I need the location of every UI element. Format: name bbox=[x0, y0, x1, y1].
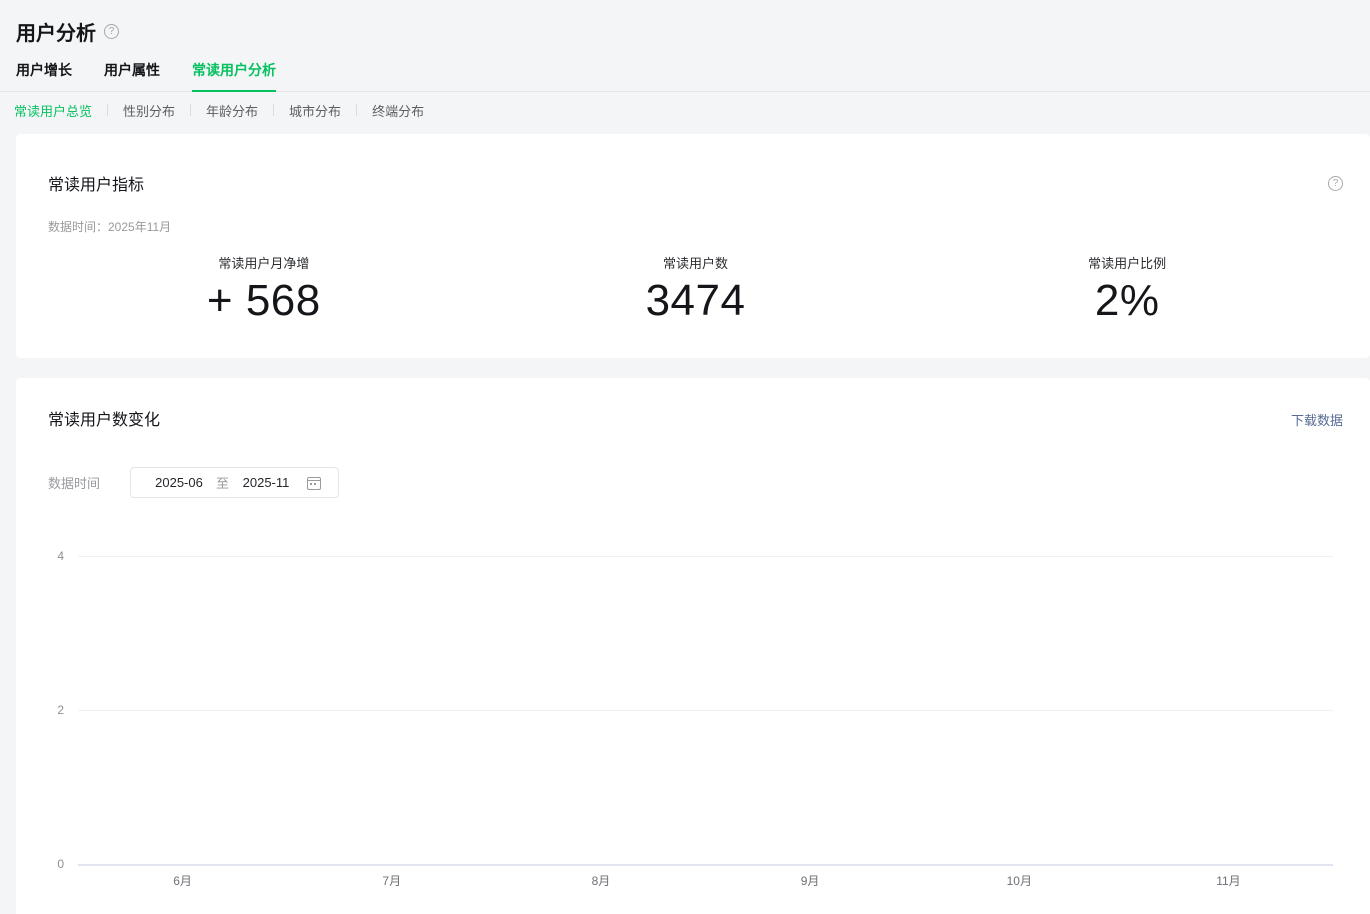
tab-user-growth[interactable]: 用户增长 bbox=[16, 62, 72, 78]
metrics-card-header: 常读用户指标 ? bbox=[48, 176, 1343, 196]
x-axis-label: 11月 bbox=[1216, 874, 1241, 888]
sub-tabs: 常读用户总览 性别分布 年龄分布 城市分布 终端分布 bbox=[14, 101, 1370, 119]
subtab-divider bbox=[107, 104, 109, 116]
metric-value: 2% bbox=[1094, 276, 1160, 325]
subtab-age-distribution[interactable]: 年龄分布 bbox=[206, 103, 259, 119]
date-start-input[interactable] bbox=[147, 475, 210, 490]
y-axis-tick: 4 bbox=[57, 549, 64, 563]
metric-monthly-net-increase: 常读用户月净增 + 568 bbox=[48, 253, 480, 326]
metric-label: 常读用户月净增 bbox=[218, 256, 310, 271]
y-axis-tick: 2 bbox=[57, 703, 64, 717]
regular-reader-metrics-card: 常读用户指标 ? 数据时间：2025年11月 常读用户月净增 + 568 常读用… bbox=[16, 134, 1370, 358]
date-filter-label: 数据时间 bbox=[48, 476, 101, 491]
subtab-divider bbox=[356, 104, 358, 116]
metric-value: + 568 bbox=[206, 276, 321, 325]
main-tabs: 用户增长 用户属性 常读用户分析 bbox=[0, 60, 1370, 92]
metrics-card-title: 常读用户指标 bbox=[48, 177, 145, 194]
subtab-divider bbox=[190, 104, 192, 116]
chart-card-header: 常读用户数变化 下载数据 bbox=[48, 411, 1343, 431]
subtab-city-distribution[interactable]: 城市分布 bbox=[289, 103, 342, 119]
x-axis-label: 10月 bbox=[1006, 874, 1032, 888]
title-row: 用户分析 ? bbox=[16, 18, 1370, 45]
title-help-icon[interactable]: ? bbox=[104, 23, 119, 39]
x-axis-label: 8月 bbox=[591, 874, 611, 888]
metric-label: 常读用户比例 bbox=[1088, 256, 1167, 271]
page-title: 用户分析 bbox=[16, 22, 96, 45]
subtab-divider bbox=[273, 104, 275, 116]
x-axis-label: 6月 bbox=[173, 874, 192, 888]
date-range-picker[interactable]: 至 bbox=[130, 467, 339, 498]
metrics-data-time: 数据时间：2025年11月 bbox=[48, 220, 172, 234]
tab-user-attributes[interactable]: 用户属性 bbox=[104, 62, 160, 78]
page-header: 用户分析 ? 用户增长 用户属性 常读用户分析 常读用户总览 性别分布 年龄分布… bbox=[0, 0, 1370, 119]
date-separator: 至 bbox=[215, 476, 229, 491]
subtab-terminal-distribution[interactable]: 终端分布 bbox=[372, 103, 425, 119]
line-chart: 4 2 0 6月 7月 8月 9月 10月 11月 bbox=[48, 549, 1343, 896]
chart-filter-row: 数据时间 至 bbox=[48, 467, 1343, 498]
y-axis-tick: 0 bbox=[57, 857, 64, 871]
subtab-gender-distribution[interactable]: 性别分布 bbox=[123, 103, 176, 119]
download-data-link[interactable]: 下载数据 bbox=[1290, 413, 1343, 428]
x-axis-label: 9月 bbox=[800, 874, 820, 888]
metrics-row: 常读用户月净增 + 568 常读用户数 3474 常读用户比例 2% bbox=[48, 253, 1343, 326]
metric-regular-reader-count: 常读用户数 3474 bbox=[480, 253, 912, 326]
date-end-input[interactable] bbox=[235, 475, 297, 490]
tab-regular-reader-analysis[interactable]: 常读用户分析 bbox=[192, 60, 276, 92]
metric-label: 常读用户数 bbox=[663, 256, 729, 271]
metric-value: 3474 bbox=[645, 276, 746, 325]
regular-reader-trend-card: 常读用户数变化 下载数据 数据时间 至 4 2 0 6月 7月 8 bbox=[16, 378, 1370, 914]
x-axis-labels: 6月 7月 8月 9月 10月 11月 bbox=[78, 872, 1333, 889]
metric-regular-reader-ratio: 常读用户比例 2% bbox=[911, 253, 1343, 326]
chart-card-title: 常读用户数变化 bbox=[48, 412, 161, 429]
subtab-regular-reader-overview[interactable]: 常读用户总览 bbox=[14, 103, 93, 119]
metrics-help-icon[interactable]: ? bbox=[1328, 176, 1343, 191]
x-axis-label: 7月 bbox=[382, 874, 402, 888]
calendar-icon[interactable] bbox=[307, 476, 321, 490]
